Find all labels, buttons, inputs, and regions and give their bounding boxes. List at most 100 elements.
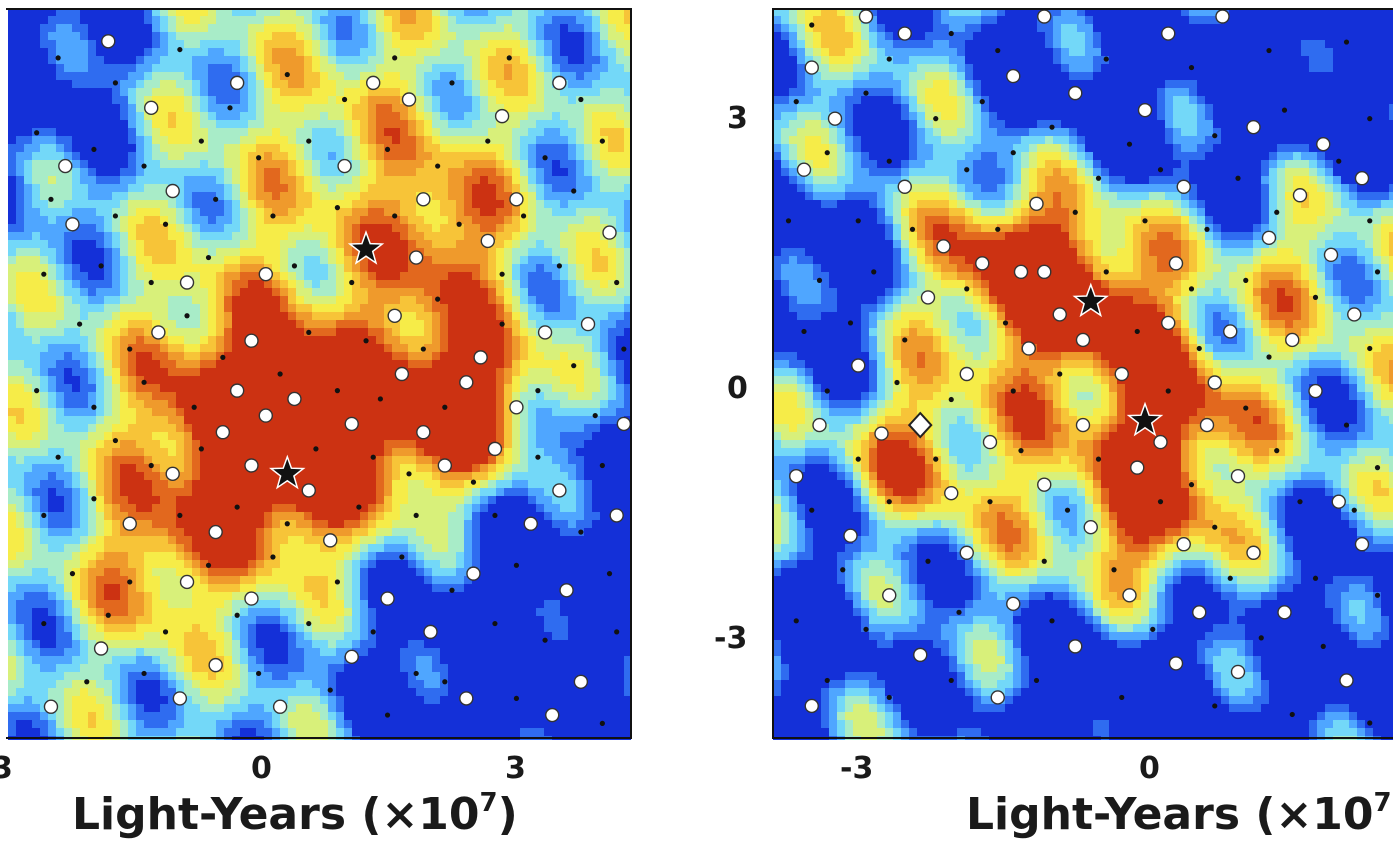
contour-cell	[264, 472, 273, 481]
contour-cell	[176, 296, 185, 305]
contour-cell	[296, 160, 305, 169]
contour-cell	[432, 56, 441, 65]
contour-cell	[264, 360, 273, 369]
contour-cell	[392, 160, 401, 169]
contour-cell	[576, 448, 585, 457]
contour-cell	[32, 352, 41, 361]
contour-cell	[440, 64, 449, 73]
contour-cell	[88, 368, 97, 377]
contour-cell	[136, 504, 145, 513]
contour-cell	[128, 176, 137, 185]
contour-cell	[256, 448, 265, 457]
contour-cell	[248, 344, 257, 353]
contour-cell	[368, 320, 377, 329]
contour-cell	[560, 240, 569, 249]
contour-cell	[304, 384, 313, 393]
contour-cell	[80, 96, 89, 105]
contour-cell	[448, 376, 457, 385]
contour-cell	[88, 392, 97, 401]
contour-cell	[208, 424, 217, 433]
contour-cell	[400, 472, 409, 481]
contour-cell	[96, 368, 105, 377]
contour-cell	[600, 424, 609, 433]
contour-cell	[112, 248, 121, 257]
contour-cell	[56, 152, 65, 161]
contour-cell	[112, 88, 121, 97]
contour-cell	[32, 344, 41, 353]
contour-cell	[576, 280, 585, 289]
contour-cell	[32, 312, 41, 321]
contour-cell	[200, 200, 209, 209]
contour-cell	[464, 352, 473, 361]
contour-cell	[136, 80, 145, 89]
contour-cell	[208, 8, 217, 17]
contour-cell	[32, 72, 41, 81]
contour-cell	[120, 160, 129, 169]
contour-cell	[200, 256, 209, 265]
contour-cell	[112, 16, 121, 25]
contour-cell	[296, 472, 305, 481]
contour-cell	[184, 224, 193, 233]
contour-cell	[352, 408, 361, 417]
contour-cell	[72, 16, 81, 25]
contour-cell	[128, 48, 137, 57]
contour-cell	[136, 136, 145, 145]
contour-cell	[136, 192, 145, 201]
contour-cell	[472, 296, 481, 305]
contour-cell	[576, 496, 585, 505]
contour-cell	[624, 136, 631, 145]
contour-cell	[440, 432, 449, 441]
contour-cell	[448, 368, 457, 377]
contour-cell	[72, 432, 81, 441]
contour-cell	[336, 496, 345, 505]
contour-cell	[152, 208, 161, 217]
contour-cell	[192, 320, 201, 329]
contour-cell	[248, 272, 257, 281]
contour-cell	[328, 464, 337, 473]
contour-cell	[584, 392, 593, 401]
contour-cell	[136, 280, 145, 289]
contour-cell	[96, 8, 105, 17]
contour-cell	[184, 472, 193, 481]
contour-cell	[296, 120, 305, 129]
contour-cell	[112, 56, 121, 65]
contour-cell	[40, 496, 49, 505]
contour-cell	[16, 384, 25, 393]
contour-cell	[120, 408, 129, 417]
contour-cell	[240, 408, 249, 417]
contour-cell	[288, 264, 297, 273]
contour-cell	[416, 88, 425, 97]
contour-cell	[344, 216, 353, 225]
contour-cell	[64, 184, 73, 193]
contour-cell	[8, 472, 17, 481]
contour-cell	[624, 264, 631, 273]
contour-cell	[320, 256, 329, 265]
contour-cell	[368, 296, 377, 305]
contour-cell	[424, 400, 433, 409]
contour-cell	[520, 312, 529, 321]
contour-cell	[288, 488, 297, 497]
contour-cell	[456, 256, 465, 265]
contour-cell	[616, 248, 625, 257]
contour-cell	[136, 384, 145, 393]
contour-cell	[584, 368, 593, 377]
contour-cell	[336, 336, 345, 345]
contour-cell	[32, 448, 41, 457]
contour-cell	[536, 8, 545, 17]
contour-cell	[464, 400, 473, 409]
contour-cell	[16, 312, 25, 321]
contour-cell	[536, 40, 545, 49]
contour-cell	[216, 288, 225, 297]
contour-cell	[600, 80, 609, 89]
contour-cell	[240, 168, 249, 177]
contour-cell	[192, 240, 201, 249]
contour-cell	[448, 456, 457, 465]
contour-cell	[160, 48, 169, 57]
contour-cell	[600, 56, 609, 65]
contour-cell	[264, 320, 273, 329]
contour-cell	[192, 472, 201, 481]
contour-cell	[368, 112, 377, 121]
contour-cell	[320, 8, 329, 17]
contour-cell	[480, 512, 489, 521]
contour-cell	[400, 496, 409, 505]
